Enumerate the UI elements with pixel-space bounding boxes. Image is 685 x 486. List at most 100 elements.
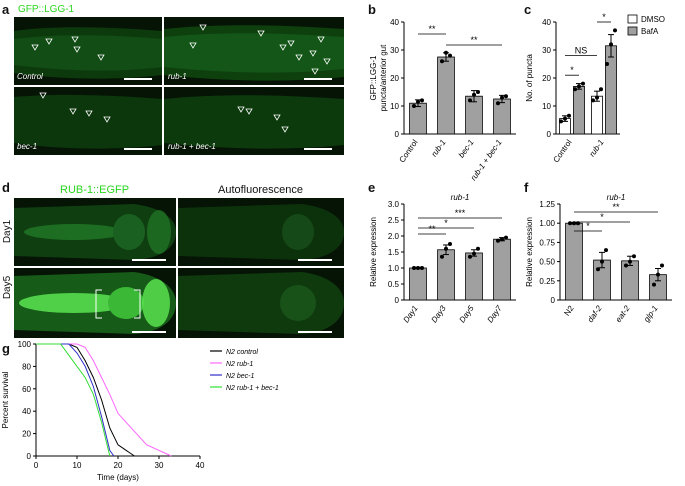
scale-bar xyxy=(304,148,332,150)
x-tick-label: 40 xyxy=(196,461,205,470)
data-point xyxy=(605,62,609,66)
data-point xyxy=(476,246,480,251)
x-tick-label: Day7 xyxy=(486,304,504,325)
y-axis-label: GFP::LGG-1 xyxy=(369,55,378,100)
chart-title: rub-1 xyxy=(607,193,626,202)
x-tick-label: daf-2 xyxy=(586,304,604,325)
bar xyxy=(565,222,583,301)
significance-label: * xyxy=(602,12,606,22)
data-point xyxy=(568,221,572,226)
worm-head-image xyxy=(178,204,344,260)
significance-label: * xyxy=(600,212,604,222)
data-point xyxy=(656,272,660,277)
y-tick-label: 1.0 xyxy=(388,264,400,273)
y-tick-label: 40 xyxy=(22,407,31,416)
data-point xyxy=(660,263,664,268)
data-point xyxy=(599,87,603,92)
y-axis-label: No. of puncta xyxy=(525,54,534,102)
panel-letter-b: b xyxy=(368,2,376,17)
panel-d-col2-title: Autofluorescence xyxy=(218,184,303,196)
x-tick-label: Day3 xyxy=(430,304,448,325)
micrograph-day1-auto xyxy=(178,198,344,266)
data-point xyxy=(624,263,628,268)
micrograph-label-control: Control xyxy=(17,72,43,81)
scale-bar xyxy=(132,259,166,261)
worm-gut-image xyxy=(14,27,162,79)
micrograph-label-rub-1: rub-1 xyxy=(168,72,187,81)
data-point xyxy=(444,50,448,55)
chart-e: 0 0.5 1.0 1.5 2.0 2.5 3.0 Relative expression Da… xyxy=(369,193,516,325)
bar xyxy=(573,86,585,135)
bar xyxy=(465,252,483,301)
data-point xyxy=(613,28,617,33)
y-tick-label: 0.50 xyxy=(539,258,555,267)
data-point xyxy=(577,84,581,89)
micrograph-rub-1-bec-1: rub-1 + bec-1 xyxy=(164,87,344,155)
data-point xyxy=(500,237,504,242)
data-point xyxy=(468,254,472,259)
data-point xyxy=(600,259,604,264)
y-tick-label: 100 xyxy=(18,340,32,349)
x-tick-label: bec-1 xyxy=(457,138,476,160)
data-point xyxy=(632,254,636,259)
data-point xyxy=(496,238,500,243)
x-tick-label: 0 xyxy=(34,461,39,470)
panel-d-row2-label: Day5 xyxy=(2,275,14,300)
panel-a-title: GFP::LGG-1 xyxy=(18,4,75,15)
scale-bar xyxy=(304,78,332,80)
data-point xyxy=(504,94,508,99)
data-point xyxy=(448,242,452,246)
x-tick-label: 20 xyxy=(114,461,123,470)
worm-head-image xyxy=(14,272,176,334)
data-point xyxy=(472,251,476,256)
y-tick-label: 60 xyxy=(22,385,31,394)
legend-swatch xyxy=(627,26,638,36)
scale-bar xyxy=(298,331,332,333)
worm-head-image xyxy=(178,272,344,334)
panel-letter-d: d xyxy=(2,180,10,195)
data-point xyxy=(573,87,577,92)
x-tick-label: Day1 xyxy=(402,304,420,324)
worm-gut-image xyxy=(14,92,162,149)
y-axis-label: Relative expression xyxy=(525,217,534,287)
bar xyxy=(605,45,617,135)
significance-label: * xyxy=(586,221,590,231)
data-point xyxy=(444,246,448,251)
data-point xyxy=(476,90,480,94)
chart-g: 0 20 40 60 80 100 Percent survival 0 10 20 30 40 Tim… xyxy=(1,340,279,482)
legend-label: N2 bec-1 xyxy=(226,373,255,380)
significance-label: ** xyxy=(470,35,478,45)
chart-title: rub-1 xyxy=(451,193,470,202)
y-tick-label: 20 xyxy=(22,430,31,439)
micrograph-label-rub-1-bec-1: rub-1 + bec-1 xyxy=(168,142,216,151)
scale-bar xyxy=(124,78,152,80)
significance-label: ** xyxy=(428,24,436,34)
significance-label: ** xyxy=(428,224,436,234)
micrograph-day5-auto xyxy=(178,268,344,338)
y-tick-label: 1.5 xyxy=(388,248,400,257)
y-tick-label: 0 xyxy=(27,452,32,461)
data-point xyxy=(448,53,452,58)
data-point xyxy=(420,266,424,270)
panel-letter-g: g xyxy=(2,341,10,356)
data-point xyxy=(559,119,563,124)
panel-letter-a: a xyxy=(2,2,10,17)
data-point xyxy=(591,98,595,103)
y-tick-label: 0.75 xyxy=(539,238,555,247)
significance-label: * xyxy=(570,65,574,75)
data-point xyxy=(581,81,585,86)
y-tick-label: 20 xyxy=(542,74,551,83)
panel-letter-c: c xyxy=(524,2,532,17)
bar xyxy=(493,238,511,301)
series-line xyxy=(36,343,135,457)
significance-label: ** xyxy=(612,202,620,212)
significance-label: NS xyxy=(575,46,588,56)
legend-label: N2 control xyxy=(226,349,258,356)
data-point xyxy=(420,98,424,103)
y-tick-label: 0.25 xyxy=(539,277,555,286)
y-tick-label: 0.5 xyxy=(388,280,400,289)
data-point xyxy=(563,116,567,121)
data-point xyxy=(604,248,608,253)
